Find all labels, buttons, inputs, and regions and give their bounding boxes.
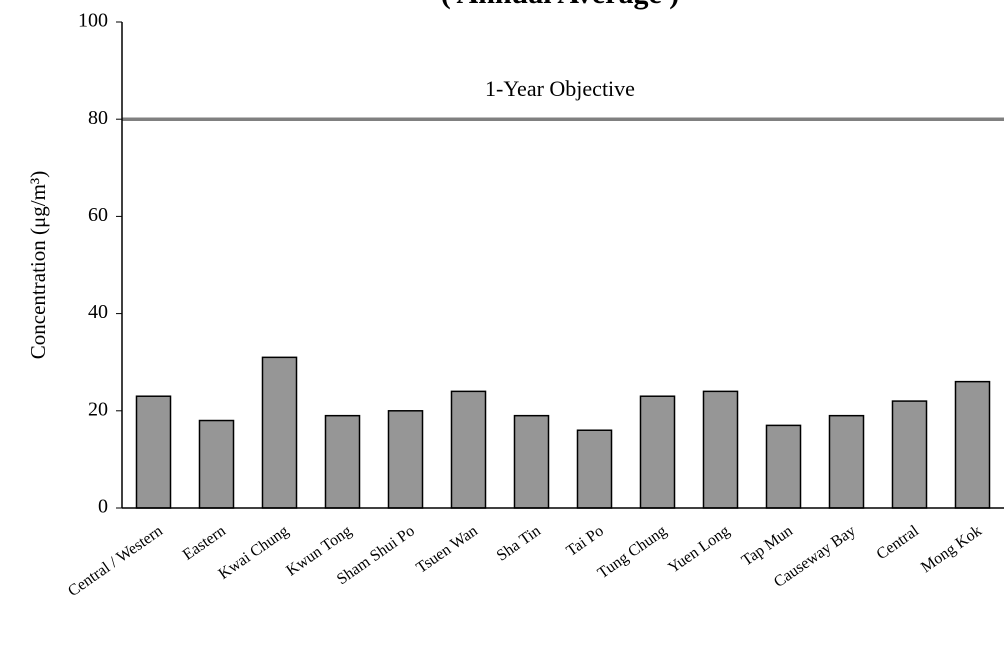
bar xyxy=(891,400,928,509)
y-axis-label: Concentration (μg/m³) xyxy=(26,171,50,359)
chart-title: ( Annual Average ) xyxy=(441,0,680,10)
bar xyxy=(135,395,172,509)
bar xyxy=(765,424,802,509)
x-tick-label: Kwai Chung xyxy=(216,522,292,583)
y-tick-label: 40 xyxy=(88,301,108,323)
x-tick-label: Tai Po xyxy=(563,522,606,560)
y-tick-label: 100 xyxy=(78,10,108,32)
x-tick-label: Tung Chung xyxy=(595,522,670,582)
bar xyxy=(576,429,613,509)
y-tick-label: 80 xyxy=(88,107,108,129)
bar xyxy=(954,380,991,509)
bar xyxy=(513,414,550,509)
y-tick-label: 60 xyxy=(88,204,108,226)
y-tick-label: 0 xyxy=(98,496,108,518)
bar xyxy=(639,395,676,509)
bar xyxy=(324,414,361,509)
x-tick-label: Central xyxy=(874,522,923,563)
x-tick-label: Central / Western xyxy=(65,522,166,600)
x-tick-label: Eastern xyxy=(180,522,229,563)
x-tick-label: Mong Kok xyxy=(918,522,985,576)
objective-label: 1-Year Objective xyxy=(485,76,635,101)
bar xyxy=(261,356,298,509)
x-tick-label: Tsuen Wan xyxy=(413,522,481,576)
x-tick-label: Tap Mun xyxy=(739,522,796,569)
y-tick-label: 20 xyxy=(88,398,108,420)
bar xyxy=(450,390,487,509)
bar xyxy=(387,410,424,509)
bar xyxy=(702,390,739,509)
x-tick-label: Sha Tin xyxy=(494,522,544,564)
bar xyxy=(198,419,235,509)
x-tick-label: Yuen Long xyxy=(665,522,733,576)
bar xyxy=(828,414,865,509)
